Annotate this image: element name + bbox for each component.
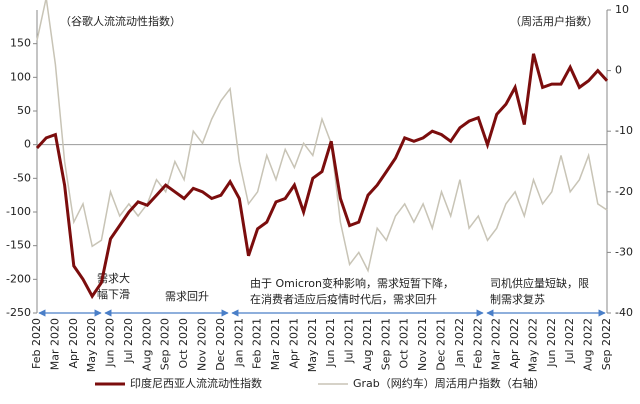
- series-line: [36, 0, 608, 273]
- y-tick-label: -100: [6, 205, 31, 218]
- x-tick-label: Aug 2020: [140, 318, 153, 371]
- annotation: 制需求复苏: [490, 292, 545, 306]
- y-tick-label: 50: [17, 104, 31, 117]
- y-tick-label: -150: [6, 239, 31, 252]
- y2-axis-label: （周活用户指数）: [510, 14, 598, 28]
- x-tick-label: Sep 2020: [159, 318, 172, 370]
- y2-tick-label: -40: [615, 306, 633, 319]
- y-axis-label: （谷歌人流流动性指数）: [60, 14, 181, 28]
- y2-tick-label: -30: [615, 245, 633, 258]
- x-tick-label: Apr 2021: [287, 318, 300, 369]
- y2-tick-label: -20: [615, 185, 633, 198]
- x-tick-label: Apr 2022: [508, 318, 521, 369]
- annotation: 在消费者适应后疫情时代后，需求回升: [250, 292, 437, 306]
- x-tick-label: May 2020: [85, 318, 98, 372]
- y2-tick-label: 0: [615, 64, 622, 77]
- x-tick-label: Jul 2022: [563, 318, 576, 364]
- x-tick-label: Mar 2021: [269, 318, 282, 370]
- annotation: 幅下滑: [97, 288, 130, 301]
- y-tick-label: 0: [24, 138, 31, 151]
- x-tick-label: Mar 2022: [490, 318, 503, 370]
- x-tick-label: Aug 2021: [361, 318, 374, 371]
- x-tick-label: Jul 2021: [343, 318, 356, 364]
- x-tick-label: Apr 2020: [67, 318, 80, 369]
- x-tick-label: Oct 2020: [177, 318, 190, 369]
- x-tick-label: Sep 2021: [379, 318, 392, 370]
- x-tick-label: Nov 2020: [195, 318, 208, 371]
- legend-label: Grab（网约车）周活用户指数（右轴）: [353, 376, 545, 390]
- series-line: [35, 53, 609, 300]
- annotation: 司机供应量短缺，限: [490, 276, 589, 290]
- x-tick-label: Aug 2022: [582, 318, 595, 371]
- x-tick-label: Jun 2021: [324, 318, 337, 368]
- legend-label: 印度尼西亚人流流动性指数: [130, 376, 262, 390]
- x-tick-label: Jun 2022: [545, 318, 558, 368]
- y-tick-label: -200: [6, 272, 31, 285]
- x-tick-label: Dec 2020: [214, 318, 227, 371]
- x-tick-label: Feb 2020: [30, 318, 43, 369]
- x-tick-label: Jul 2020: [122, 318, 135, 364]
- x-tick-label: Jan 2021: [232, 318, 245, 367]
- x-tick-label: Jan 2022: [453, 318, 466, 367]
- y-tick-label: -250: [6, 306, 31, 319]
- y-tick-label: 100: [10, 70, 31, 83]
- x-tick-label: Feb 2022: [471, 318, 484, 369]
- x-tick-label: Feb 2021: [251, 318, 264, 369]
- x-tick-label: Sep 2022: [600, 318, 613, 370]
- y2-tick-label: -10: [615, 124, 633, 137]
- annotation: 由于 Omicron变种影响，需求短暂下降，: [250, 276, 454, 290]
- annotation: 需求大: [97, 271, 130, 285]
- x-tick-label: Jun 2020: [104, 318, 117, 368]
- x-tick-label: May 2022: [526, 318, 539, 372]
- y-tick-label: 150: [10, 37, 31, 50]
- x-tick-label: Dec 2021: [435, 318, 448, 371]
- annotation: 需求回升: [165, 290, 209, 303]
- y-tick-label: -50: [13, 171, 31, 184]
- y2-tick-label: 10: [615, 3, 629, 16]
- x-tick-label: Nov 2021: [416, 318, 429, 371]
- x-tick-label: Oct 2021: [398, 318, 411, 369]
- x-tick-label: Mar 2020: [48, 318, 61, 370]
- x-tick-label: May 2021: [306, 318, 319, 372]
